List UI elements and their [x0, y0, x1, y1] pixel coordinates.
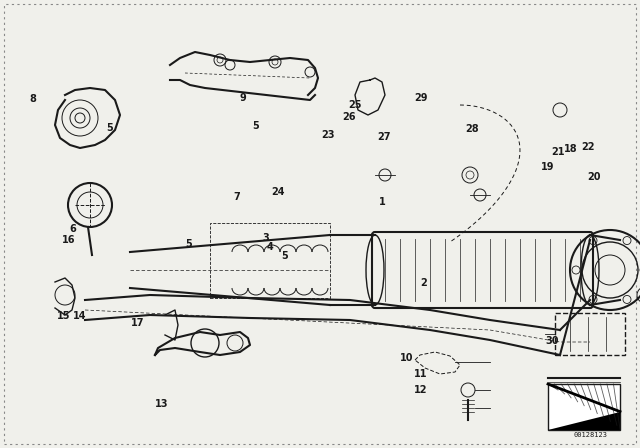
Bar [210, 223, 330, 298]
Text: 7: 7 [234, 192, 240, 202]
Text: 30: 30 [545, 336, 559, 346]
Text: 20: 20 [587, 172, 601, 182]
Text: 15: 15 [57, 311, 71, 321]
Text: 12: 12 [414, 385, 428, 395]
Text: 1: 1 [380, 198, 386, 207]
Bar [555, 313, 625, 355]
Text: 27: 27 [377, 132, 391, 142]
Text: 14: 14 [73, 311, 87, 321]
Text: 24: 24 [271, 187, 285, 197]
Text: 6: 6 [69, 224, 76, 234]
Text: 28: 28 [465, 124, 479, 134]
Text: 5: 5 [107, 123, 113, 133]
Text: 3: 3 [262, 233, 269, 243]
Text: 5: 5 [253, 121, 259, 131]
Text: 00128123: 00128123 [573, 432, 607, 438]
Text: 17: 17 [131, 319, 145, 328]
Text: 4: 4 [267, 242, 273, 252]
Text: 23: 23 [321, 130, 335, 140]
Text: 11: 11 [414, 369, 428, 379]
Text: 26: 26 [342, 112, 356, 122]
Text: 2: 2 [420, 278, 427, 288]
Text: 25: 25 [348, 100, 362, 110]
Text: 19: 19 [540, 162, 554, 172]
Text: 22: 22 [580, 142, 595, 152]
Bar [548, 384, 620, 430]
Text: 29: 29 [414, 93, 428, 103]
Text: 10: 10 [399, 353, 413, 362]
Text: 8: 8 [30, 94, 36, 103]
Text: 18: 18 [564, 144, 578, 154]
Text: 16: 16 [62, 235, 76, 245]
Text: 13: 13 [154, 399, 168, 409]
Text: 21: 21 [551, 147, 565, 157]
Text: 9: 9 [240, 93, 246, 103]
Text: 5: 5 [186, 239, 192, 249]
Polygon shape [548, 412, 620, 430]
Text: 5: 5 [281, 251, 287, 261]
